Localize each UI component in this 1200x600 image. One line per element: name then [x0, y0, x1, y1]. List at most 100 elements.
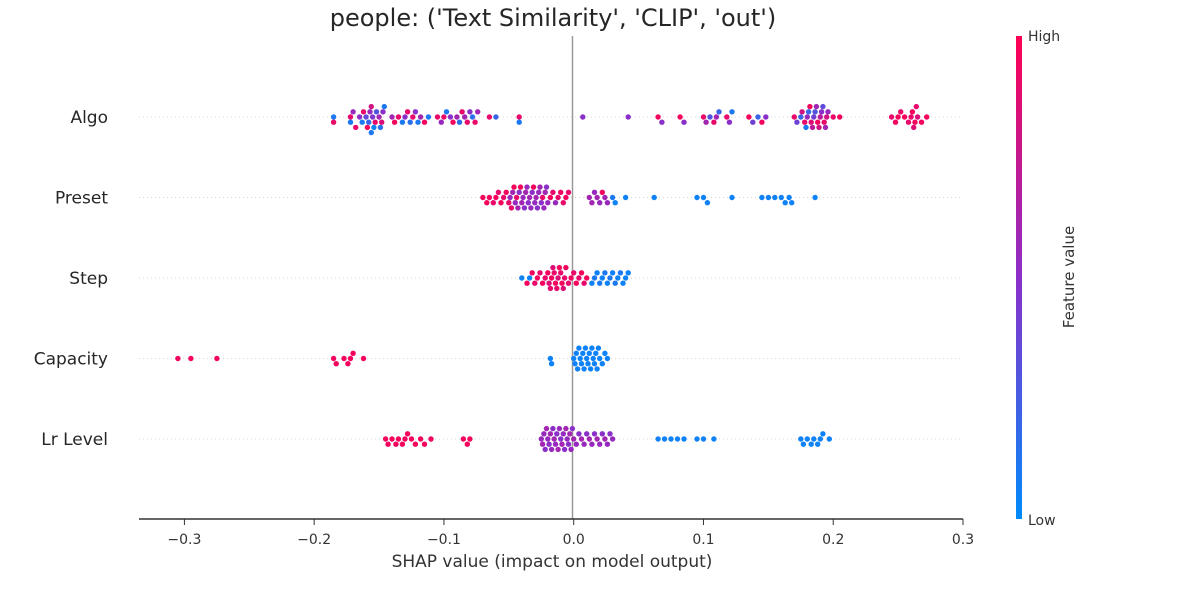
shap-point — [454, 114, 460, 120]
shap-point — [543, 425, 550, 432]
shap-point — [798, 436, 804, 442]
shap-point — [837, 114, 843, 120]
shap-point — [821, 119, 827, 125]
shap-point — [547, 355, 554, 362]
shap-point — [826, 436, 832, 442]
shap-point — [548, 275, 555, 281]
shap-point — [366, 119, 372, 125]
shap-point — [597, 200, 603, 206]
shap-point — [417, 114, 424, 120]
shap-point — [800, 441, 807, 447]
shap-point — [571, 436, 577, 442]
shap-point — [350, 350, 356, 356]
shap-point — [438, 119, 444, 125]
shap-point — [345, 361, 351, 367]
shap-point — [563, 194, 569, 201]
shap-point — [558, 270, 564, 276]
shap-point — [353, 124, 359, 131]
shap-point — [724, 114, 730, 120]
shap-point — [580, 350, 586, 356]
shap-point — [602, 194, 608, 201]
shap-point — [516, 119, 522, 125]
shap-point — [412, 109, 419, 115]
shap-point — [547, 431, 554, 437]
shap-point — [421, 119, 428, 125]
shap-point — [495, 189, 502, 195]
shap-point — [391, 119, 398, 125]
shap-point — [402, 114, 408, 120]
shap-point — [892, 119, 899, 125]
shap-point — [404, 109, 411, 115]
shap-point — [399, 441, 406, 447]
shap-point — [604, 200, 611, 206]
shap-point — [905, 119, 912, 125]
shap-point — [599, 431, 605, 437]
shap-point — [519, 275, 525, 281]
shap-point — [552, 200, 559, 206]
shap-point — [538, 436, 544, 442]
shap-point — [385, 441, 391, 447]
shap-point — [589, 200, 595, 206]
shap-point — [908, 114, 914, 120]
shap-point — [389, 114, 395, 120]
shap-point — [524, 280, 530, 286]
shap-point — [804, 436, 810, 442]
shap-point — [694, 436, 700, 442]
shap-point — [587, 366, 594, 372]
shap-point — [622, 194, 629, 201]
shap-point — [594, 436, 600, 442]
shap-point — [534, 205, 541, 211]
shap-point — [560, 431, 566, 437]
shap-point — [914, 114, 921, 120]
shap-point — [536, 189, 542, 195]
shap-point — [765, 194, 772, 201]
shap-point — [594, 194, 600, 201]
shap-point — [565, 441, 572, 447]
shap-point — [726, 119, 733, 125]
shap-point — [360, 355, 367, 362]
shap-point — [412, 441, 419, 447]
shap-point — [913, 103, 919, 110]
shap-point — [809, 124, 816, 131]
shap-point — [791, 114, 797, 120]
shap-point — [428, 436, 434, 442]
shap-point — [559, 280, 565, 286]
shap-point — [578, 361, 585, 367]
shap-point — [530, 184, 537, 190]
shap-point — [755, 114, 761, 120]
shap-point — [508, 205, 515, 211]
shap-point — [895, 114, 901, 120]
shap-point — [565, 280, 572, 286]
shap-point — [595, 345, 602, 351]
shap-point — [681, 436, 687, 442]
shap-point — [542, 189, 548, 195]
shap-point — [464, 441, 470, 447]
shap-point — [594, 366, 600, 372]
shap-point — [700, 114, 707, 120]
shap-point — [576, 431, 582, 437]
shap-point — [674, 436, 681, 442]
shap-point — [408, 436, 415, 442]
shap-point — [622, 275, 629, 281]
shap-point — [711, 436, 717, 442]
shap-point — [815, 119, 821, 125]
shap-point — [517, 184, 524, 190]
feature-label: Lr Level — [41, 430, 108, 450]
shap-point — [746, 114, 752, 120]
shap-point — [591, 431, 598, 437]
shap-point — [402, 436, 408, 442]
shap-point — [612, 280, 618, 286]
shap-point — [469, 114, 476, 120]
x-tick-label: 0.1 — [692, 532, 714, 548]
shap-point — [651, 194, 657, 201]
shap-point — [750, 119, 756, 125]
shap-point — [808, 441, 814, 447]
shap-point — [526, 194, 533, 201]
shap-point — [175, 355, 181, 362]
shap-point — [373, 109, 380, 115]
shap-point — [574, 366, 581, 372]
colorbar-title: Feature value — [1060, 226, 1078, 328]
x-tick-label: 0.2 — [822, 532, 844, 548]
shap-point — [572, 361, 578, 367]
shap-point — [589, 280, 595, 286]
